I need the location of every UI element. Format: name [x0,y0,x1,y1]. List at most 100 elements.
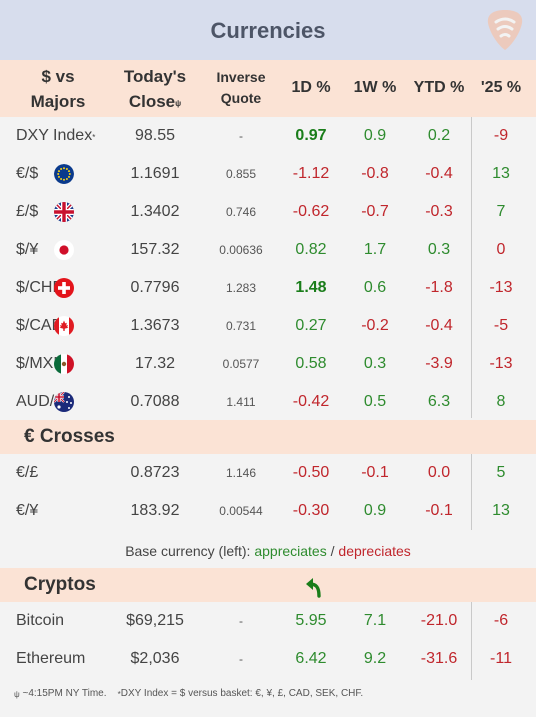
inverse-quote: - [239,614,243,628]
change-1w: 0.3 [363,355,387,372]
change-1w: 9.2 [363,650,387,667]
close-value: 183.92 [130,502,180,519]
change-1d: -0.30 [292,502,330,519]
pair-name: Bitcoin [16,612,65,629]
change-ytd: -3.9 [425,355,453,372]
table-row: DXY Index* 98.55 - 0.97 0.9 0.2 -9 [0,117,536,155]
section-crosses: € Crosses [0,420,536,454]
column-headers: $ vs Majors Today's Closeψ Inverse Quote 1… [0,60,536,117]
legend-appreciates: appreciates [254,543,327,559]
col-majors: $ vs Majors [30,67,86,111]
inverse-quote: 0.00636 [219,243,263,257]
section-title: € Crosses [24,426,115,447]
table-row: $/¥ 157.32 0.00636 0.82 1.7 0.3 0 [0,231,536,269]
table-row: AUD/$ 0.7088 1.411 -0.42 0.5 6.3 8 [0,383,536,421]
column-divider [471,602,472,680]
inverse-quote: 1.283 [225,281,257,295]
change-ytd: 6.3 [427,393,451,410]
japan-flag-icon [54,240,74,260]
change-2025: 5 [496,464,506,481]
change-1d: 0.58 [295,355,327,372]
inverse-quote: - [239,652,243,666]
close-value: 1.3673 [130,317,180,334]
table-row: £/$ 1.3402 0.746 -0.62 -0.7 -0.3 7 [0,193,536,231]
close-value: 0.8723 [130,464,180,481]
change-1d: 0.27 [295,317,327,334]
inverse-quote: 0.855 [225,167,257,181]
close-value: $69,215 [126,612,184,629]
change-2025: -11 [490,650,512,667]
change-ytd: -0.1 [425,502,453,519]
canada-flag-icon [54,316,74,336]
pair-name: AUD/$ [16,393,64,410]
change-1w: -0.2 [361,317,389,334]
close-value: 98.55 [134,127,176,144]
change-ytd: 0.0 [427,464,451,481]
curved-arrow-icon [306,578,321,598]
close-value: $2,036 [130,650,180,667]
change-ytd: 0.2 [427,127,451,144]
col-ytd: YTD % [413,79,465,96]
close-value: 1.3402 [130,203,180,220]
col-2025: '25 % [480,79,522,96]
change-ytd: -0.4 [425,317,453,334]
inverse-quote: 1.146 [225,466,257,480]
pair-name: $/MXN [16,355,65,372]
change-2025: -6 [493,612,509,629]
change-1w: 1.7 [363,241,387,258]
change-2025: -13 [489,355,513,372]
pair-name: €/$ [16,165,39,182]
change-2025: 8 [496,393,506,410]
swiss-flag-icon [54,278,74,298]
inverse-quote: 0.731 [225,319,257,333]
section-title: Cryptos [24,574,96,595]
change-2025: 13 [492,502,510,519]
legend-depreciates: depreciates [338,543,411,559]
close-value: 17.32 [134,355,176,372]
col-1d: 1D % [291,79,331,96]
table-row: $/MXN 17.32 0.0577 0.58 0.3 -3.9 -13 [0,345,536,383]
change-2025: 7 [496,203,506,220]
pair-name: $/CAD [16,317,64,334]
change-1w: 0.9 [363,502,387,519]
col-close: Today's Closeψ [123,67,187,111]
australia-flag-icon [54,392,74,412]
change-1d: 1.48 [295,279,327,296]
color-legend: Base currency (left): appreciates / depr… [125,543,411,559]
table-row: Bitcoin $69,215 - 5.95 7.1 -21.0 -6 [0,602,536,640]
close-value: 0.7088 [130,393,180,410]
change-1d: 6.42 [295,650,327,667]
change-1w: 0.9 [363,127,387,144]
change-1d: -1.12 [292,165,330,182]
table-row: €/£ 0.8723 1.146 -0.50 -0.1 0.0 5 [0,454,536,492]
eu-flag-icon [54,164,74,184]
change-ytd: -31.6 [420,650,458,667]
table-row: $/CHF 0.7796 1.283 1.48 0.6 -1.8 -13 [0,269,536,307]
change-ytd: -0.3 [425,203,453,220]
uk-flag-icon [54,202,74,222]
close-value: 1.1691 [130,165,180,182]
pair-name: £/$ [16,203,39,220]
change-1d: -0.50 [292,464,330,481]
change-1w: -0.1 [361,464,389,481]
change-1d: 0.82 [295,241,327,258]
table-row: Ethereum $2,036 - 6.42 9.2 -31.6 -11 [0,640,536,678]
change-ytd: 0.3 [427,241,451,258]
column-divider [471,117,472,418]
close-value: 157.32 [130,241,180,258]
change-2025: -13 [489,279,513,296]
table-row: $/CAD 1.3673 0.731 0.27 -0.2 -0.4 -5 [0,307,536,345]
change-ytd: -1.8 [425,279,453,296]
pair-name: €/¥ [16,502,39,519]
change-ytd: -0.4 [425,165,453,182]
change-1d: -0.62 [292,203,330,220]
inverse-quote: 1.411 [226,395,256,409]
col-1w: 1W % [353,79,397,96]
table-row: €/$ 1.1691 0.855 -1.12 -0.8 -0.4 13 [0,155,536,193]
change-1d: 0.97 [295,127,327,144]
change-2025: 13 [492,165,510,182]
mexico-flag-icon [54,354,74,374]
change-2025: -5 [493,317,509,334]
inverse-quote: 0.00544 [219,504,263,518]
change-2025: 0 [496,241,506,258]
